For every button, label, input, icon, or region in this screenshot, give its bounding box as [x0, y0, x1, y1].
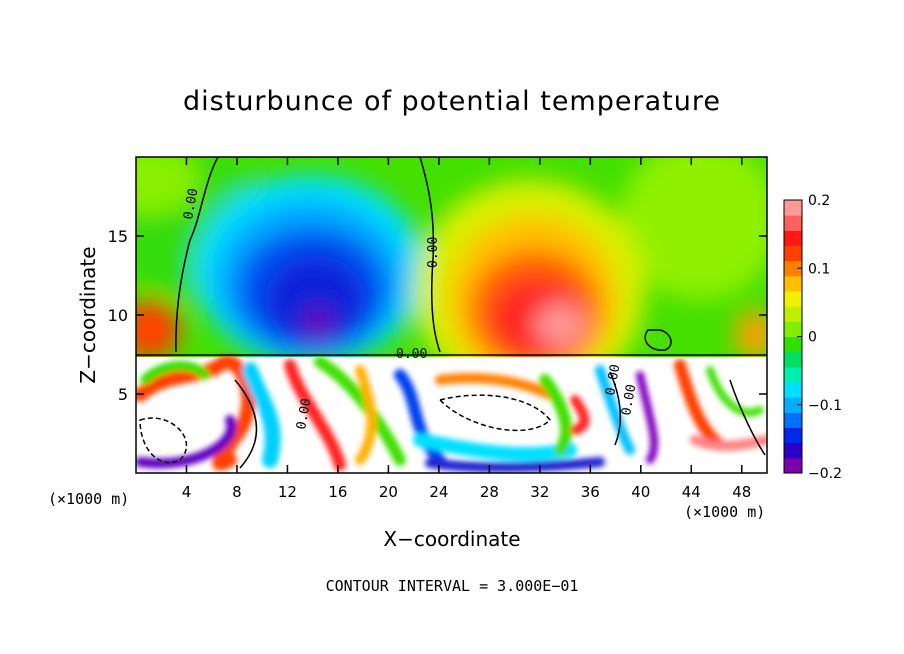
colorbar-tick-label: −0.1: [808, 398, 842, 414]
colorbar: −0.2 −0.1 0 0.1 0.2: [783, 193, 842, 482]
x-units-label: (×1000 m): [48, 490, 130, 508]
turbulence-band: [636, 371, 659, 464]
turbulence-band: [706, 366, 764, 417]
turbulence-band: [425, 457, 605, 473]
colorbar-swatch: [784, 215, 802, 231]
colorbar-swatch: [784, 442, 802, 459]
x-tick-label: 48: [732, 483, 751, 501]
colorbar-tick-label: −0.2: [808, 466, 842, 482]
colorbar-swatch: [784, 291, 802, 307]
contour-label: 0.00: [426, 237, 441, 268]
colorbar-swatch: [784, 366, 802, 383]
turbulence-band: [136, 415, 237, 469]
field-blob: [735, 310, 767, 360]
contour-label: 0.00: [603, 363, 623, 396]
contour-label: 0.00: [396, 347, 427, 362]
y-tick-label: 5: [118, 385, 128, 404]
contour-line: [609, 371, 622, 446]
plot-area: 0.00 0.00 0.00 0.00 0.00 0.00: [136, 157, 767, 473]
x-axis: 4 8 12 16 20 24 28 32 36 40 44 48: [182, 157, 751, 501]
turbulence-band: [690, 435, 767, 451]
contour-line: [139, 417, 188, 464]
x-tick-label: 12: [278, 483, 297, 501]
turbulence-band: [314, 356, 406, 466]
turbulence-band: [435, 373, 555, 400]
turbulence-band: [355, 365, 377, 465]
y-tick-label: 15: [108, 227, 128, 246]
x-tick-label: 32: [530, 483, 549, 501]
turbulence-band: [570, 395, 590, 435]
cold-anomaly: [304, 309, 332, 341]
colorbar-swatch: [784, 260, 802, 277]
contour-interval-note: CONTOUR INTERVAL = 3.000E−01: [325, 577, 579, 595]
field-blob: [136, 157, 200, 215]
colorbar-swatch: [784, 306, 802, 322]
x-axis-label: X−coordinate: [383, 527, 521, 551]
turbulence-band: [394, 369, 446, 466]
colorbar-swatch: [784, 412, 802, 428]
x-tick-label: 8: [232, 483, 242, 501]
x-tick-label: 40: [631, 483, 650, 501]
contour-label: 0.00: [619, 383, 639, 416]
contour-label: 0.00: [181, 187, 201, 220]
chart-title: disturbunce of potential temperature: [183, 86, 721, 117]
colorbar-swatch: [784, 457, 802, 474]
x-tick-label: 44: [682, 483, 701, 501]
colorbar-swatch: [784, 275, 802, 292]
x-tick-label: 20: [379, 483, 398, 501]
colorbar-swatch: [784, 351, 802, 368]
contour-line: [234, 379, 258, 469]
y-axis: 5 10 15: [108, 227, 767, 404]
colorbar-swatch: [784, 427, 802, 444]
x-tick-label: 36: [581, 483, 600, 501]
colorbar-swatch: [784, 397, 802, 413]
colorbar-tick-label: 0: [808, 330, 817, 346]
x-tick-label: 16: [328, 483, 347, 501]
contour-line: [644, 329, 672, 351]
warm-anomaly: [535, 303, 585, 347]
colorbar-swatch: [784, 382, 802, 398]
contour-line: [729, 379, 766, 456]
contour-line: [419, 157, 441, 353]
turbulence-band: [539, 374, 573, 456]
turbulence-band: [140, 360, 210, 385]
turbulence-band: [595, 365, 635, 455]
x-tick-label: 28: [480, 483, 499, 501]
x-tick-label: 24: [429, 483, 448, 501]
colorbar-swatch: [784, 200, 802, 216]
colorbar-tick-label: 0.2: [808, 193, 830, 209]
colorbar-swatch: [784, 230, 802, 246]
contour-line: [439, 394, 552, 432]
turbulence-band: [413, 433, 577, 462]
y-tick-label: 10: [108, 306, 128, 325]
x-tick-label: 4: [182, 483, 192, 501]
cold-anomaly: [265, 255, 365, 345]
y-axis-label: Z−coordinate: [76, 246, 100, 384]
colorbar-swatch: [784, 321, 802, 337]
turbulence-band: [242, 362, 281, 468]
x-units-label: (×1000 m): [684, 503, 766, 521]
colorbar-swatch: [784, 336, 802, 353]
turbulence-band: [136, 355, 256, 471]
colorbar-tick-label: 0.1: [808, 261, 830, 277]
colorbar-swatch: [784, 245, 802, 262]
field-blob: [620, 157, 767, 300]
field-blob: [136, 300, 180, 360]
turbulence-band: [284, 359, 346, 471]
contour-label: 0.00: [294, 397, 314, 430]
contour-line: [175, 157, 219, 353]
